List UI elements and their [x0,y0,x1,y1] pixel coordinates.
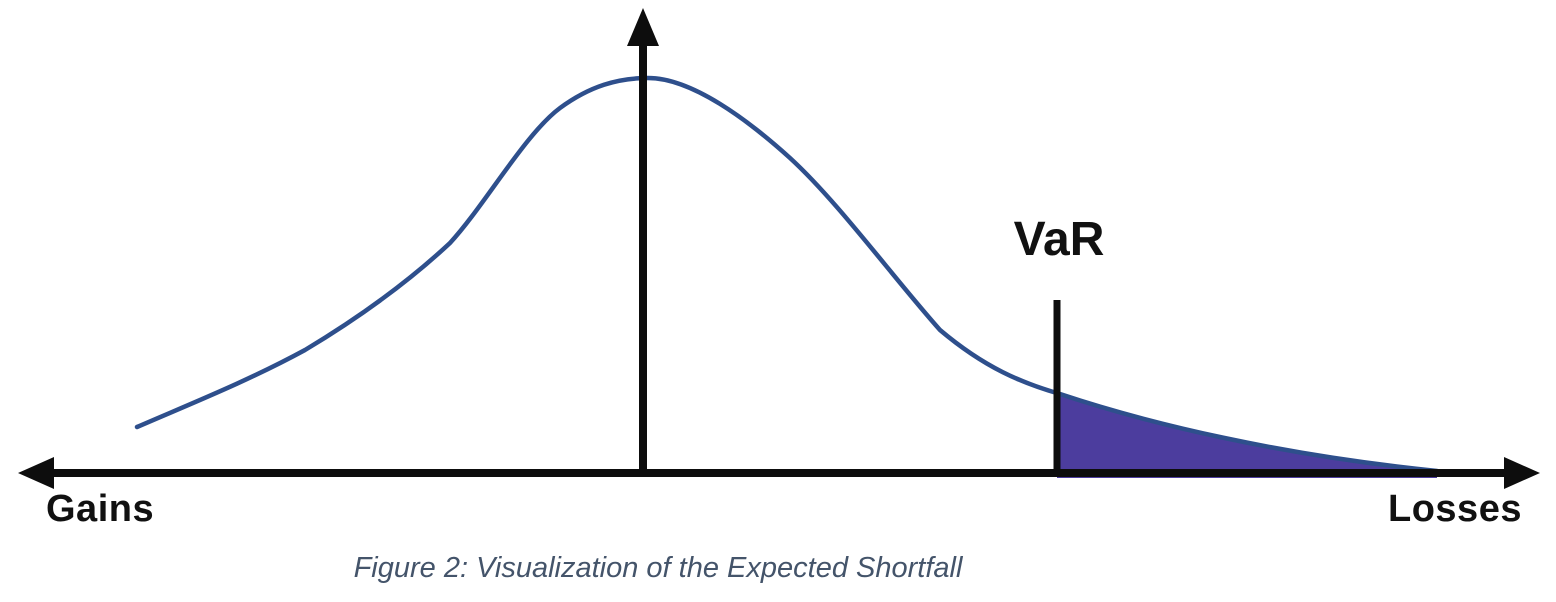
distribution-curve [134,75,1440,474]
figure-caption: Figure 2: Visualization of the Expected … [353,552,963,584]
var-label: VaR [1013,213,1105,266]
y-axis [627,8,659,474]
x-axis-left-arrow-icon [18,457,54,489]
x-axis-right-arrow-icon [1504,457,1540,489]
x-axis-label-losses: Losses [1388,488,1522,530]
x-axis [18,457,1540,489]
expected-shortfall-area [1057,393,1437,478]
x-axis-label-gains: Gains [46,488,155,530]
y-axis-up-arrow-icon [627,8,659,46]
